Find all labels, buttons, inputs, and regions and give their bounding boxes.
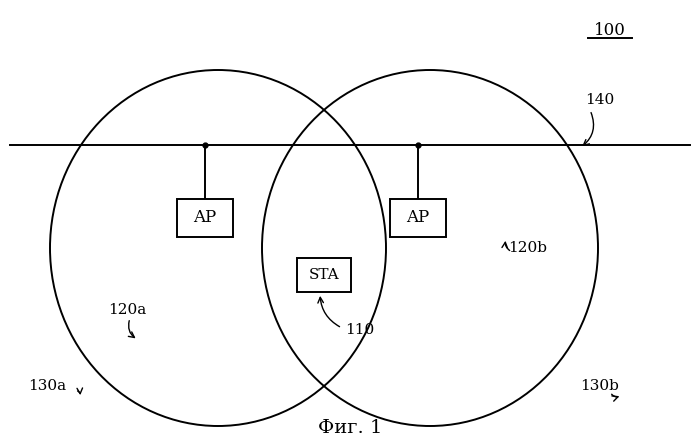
Text: AP: AP [407, 210, 430, 227]
Text: 140: 140 [585, 93, 615, 107]
Text: 130a: 130a [28, 379, 66, 393]
Text: STA: STA [309, 268, 340, 282]
Bar [297, 258, 351, 292]
Text: 110: 110 [345, 323, 375, 337]
Text: Фиг. 1: Фиг. 1 [318, 419, 382, 437]
Text: 100: 100 [594, 22, 626, 39]
Text: 120a: 120a [108, 303, 146, 317]
Text: 120b: 120b [508, 241, 547, 255]
Bar [390, 199, 446, 237]
Bar [177, 199, 233, 237]
Text: AP: AP [193, 210, 216, 227]
Text: 130b: 130b [580, 379, 619, 393]
